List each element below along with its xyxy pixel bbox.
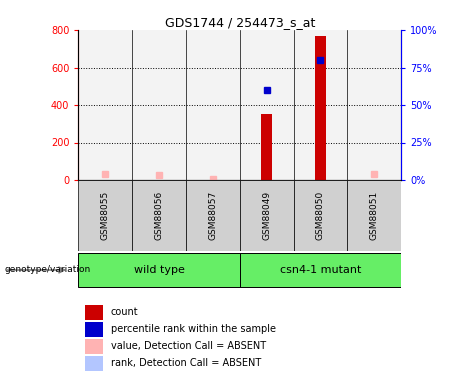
Bar <box>240 253 401 287</box>
Bar <box>85 322 102 337</box>
Text: wild type: wild type <box>134 265 184 275</box>
Title: GDS1744 / 254473_s_at: GDS1744 / 254473_s_at <box>165 16 315 29</box>
Bar <box>85 356 102 371</box>
Text: GSM88049: GSM88049 <box>262 191 271 240</box>
Bar <box>240 30 294 180</box>
Bar <box>132 180 186 251</box>
Bar <box>347 30 401 180</box>
Bar <box>186 30 240 180</box>
Bar <box>78 180 132 251</box>
Text: count: count <box>111 307 138 317</box>
Bar <box>294 180 347 251</box>
Text: percentile rank within the sample: percentile rank within the sample <box>111 324 276 334</box>
Bar <box>294 30 347 180</box>
Text: GSM88051: GSM88051 <box>370 191 378 240</box>
Bar <box>132 30 186 180</box>
Bar <box>347 180 401 251</box>
Text: GSM88057: GSM88057 <box>208 191 217 240</box>
Bar <box>240 180 294 251</box>
Text: GSM88055: GSM88055 <box>101 191 110 240</box>
Bar <box>85 305 102 320</box>
Text: genotype/variation: genotype/variation <box>5 266 91 274</box>
Text: GSM88050: GSM88050 <box>316 191 325 240</box>
Bar <box>186 180 240 251</box>
Bar <box>85 339 102 354</box>
Text: value, Detection Call = ABSENT: value, Detection Call = ABSENT <box>111 341 266 351</box>
Bar <box>261 114 272 180</box>
Text: csn4-1 mutant: csn4-1 mutant <box>280 265 361 275</box>
Bar <box>315 36 326 180</box>
Bar <box>78 30 132 180</box>
Text: GSM88056: GSM88056 <box>154 191 164 240</box>
Text: rank, Detection Call = ABSENT: rank, Detection Call = ABSENT <box>111 358 261 368</box>
Bar <box>78 253 240 287</box>
